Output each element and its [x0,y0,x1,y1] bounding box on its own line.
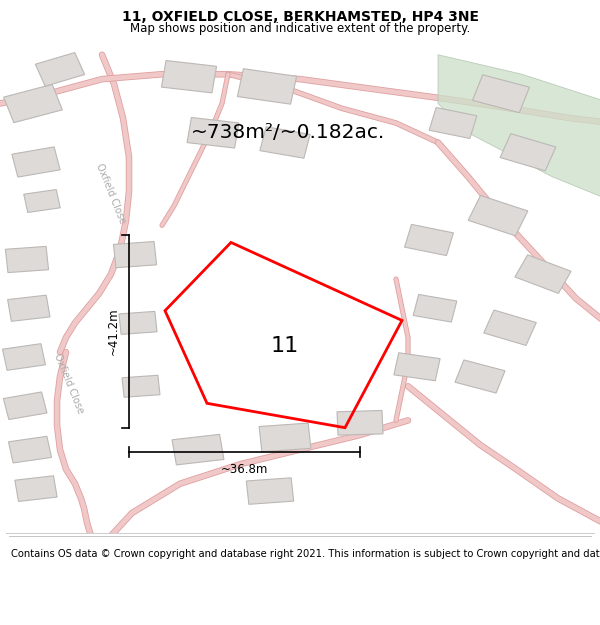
Polygon shape [12,147,60,177]
Polygon shape [337,411,383,435]
Polygon shape [468,196,528,236]
Polygon shape [404,224,454,256]
Text: 11: 11 [271,336,299,356]
Polygon shape [113,241,157,268]
Text: Oxfield Close: Oxfield Close [94,162,128,225]
Polygon shape [515,255,571,293]
Polygon shape [4,392,47,419]
Polygon shape [259,423,311,452]
Polygon shape [500,134,556,171]
Polygon shape [187,118,239,148]
Polygon shape [473,75,529,112]
Text: Map shows position and indicative extent of the property.: Map shows position and indicative extent… [130,22,470,35]
Polygon shape [172,434,224,465]
Polygon shape [429,107,477,139]
Polygon shape [2,344,46,371]
Text: ~41.2m: ~41.2m [107,308,120,355]
Polygon shape [119,311,157,334]
Polygon shape [5,246,49,272]
Text: 11, OXFIELD CLOSE, BERKHAMSTED, HP4 3NE: 11, OXFIELD CLOSE, BERKHAMSTED, HP4 3NE [121,10,479,24]
Polygon shape [247,478,293,504]
Polygon shape [122,375,160,398]
Polygon shape [394,352,440,381]
Text: Contains OS data © Crown copyright and database right 2021. This information is : Contains OS data © Crown copyright and d… [11,549,600,559]
Text: ~738m²/~0.182ac.: ~738m²/~0.182ac. [191,123,385,142]
Polygon shape [238,69,296,104]
Polygon shape [161,61,217,93]
Polygon shape [455,360,505,393]
Text: Oxfield Close: Oxfield Close [52,352,86,416]
Polygon shape [24,189,60,213]
Polygon shape [413,294,457,322]
Polygon shape [484,310,536,346]
Polygon shape [15,476,57,501]
Text: ~36.8m: ~36.8m [221,462,268,476]
Polygon shape [35,52,85,86]
Polygon shape [438,55,600,201]
Polygon shape [8,295,50,321]
Polygon shape [4,84,62,122]
Polygon shape [260,127,310,158]
Polygon shape [8,436,52,463]
